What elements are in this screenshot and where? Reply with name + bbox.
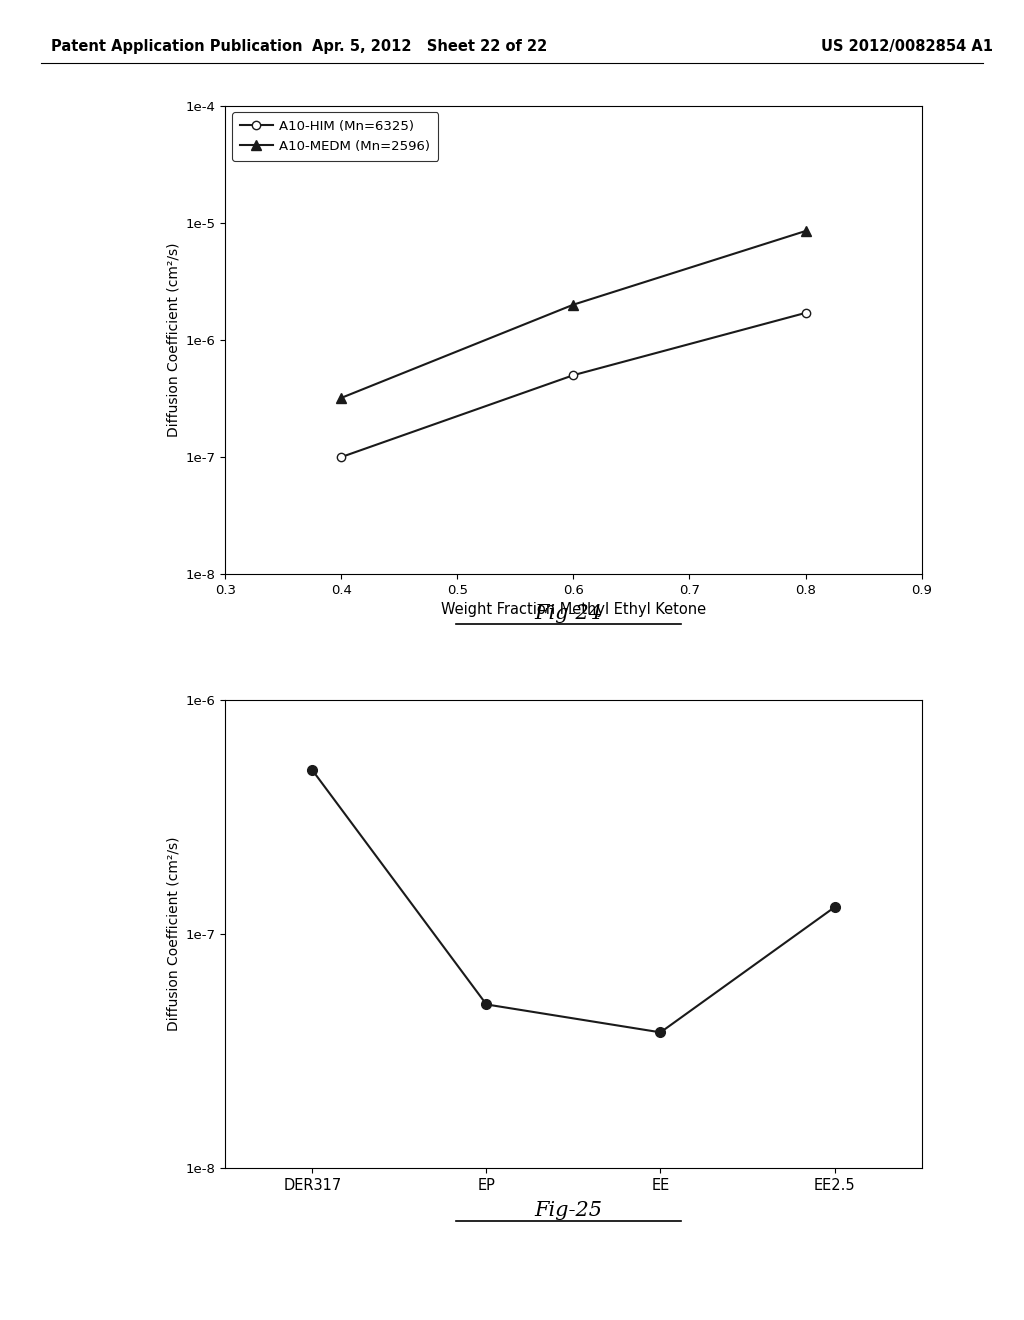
- Text: Fig-25: Fig-25: [535, 1201, 602, 1220]
- Legend: A10-HIM (Mn=6325), A10-MEDM (Mn=2596): A10-HIM (Mn=6325), A10-MEDM (Mn=2596): [231, 112, 438, 161]
- X-axis label: Weight Fraction Methyl Ethyl Ketone: Weight Fraction Methyl Ethyl Ketone: [441, 602, 706, 618]
- Line: A10-MEDM (Mn=2596): A10-MEDM (Mn=2596): [337, 226, 810, 403]
- Y-axis label: Diffusion Coefficient (cm²/s): Diffusion Coefficient (cm²/s): [166, 243, 180, 437]
- A10-HIM (Mn=6325): [800, 305, 812, 321]
- Text: US 2012/0082854 A1: US 2012/0082854 A1: [821, 38, 993, 54]
- Y-axis label: Diffusion Coefficient (cm²/s): Diffusion Coefficient (cm²/s): [166, 837, 180, 1031]
- A10-HIM (Mn=6325): [335, 449, 347, 465]
- A10-MEDM (Mn=2596): [800, 223, 812, 239]
- A10-MEDM (Mn=2596): [335, 389, 347, 405]
- A10-HIM (Mn=6325): [567, 367, 580, 383]
- Text: Patent Application Publication: Patent Application Publication: [51, 38, 303, 54]
- Line: A10-HIM (Mn=6325): A10-HIM (Mn=6325): [337, 309, 810, 461]
- A10-MEDM (Mn=2596): [567, 297, 580, 313]
- Text: Apr. 5, 2012   Sheet 22 of 22: Apr. 5, 2012 Sheet 22 of 22: [312, 38, 548, 54]
- Text: Fig-24: Fig-24: [535, 605, 602, 623]
